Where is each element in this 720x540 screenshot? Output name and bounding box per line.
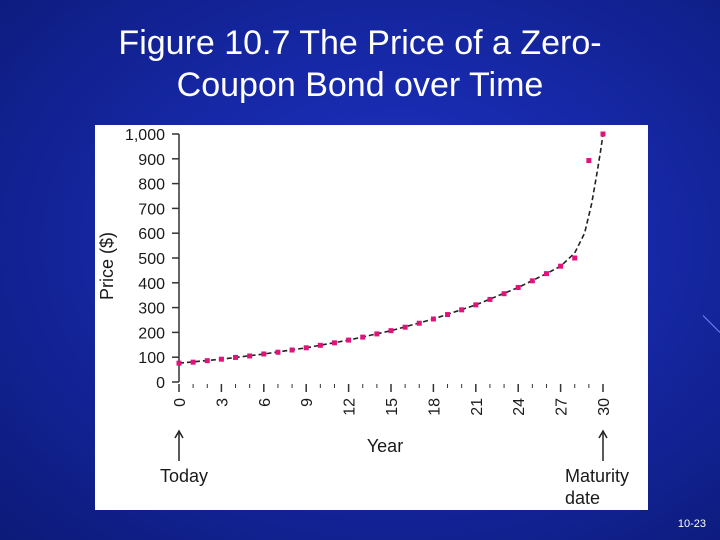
data-point	[402, 324, 408, 330]
slide-title-line-2: Coupon Bond over Time	[176, 66, 544, 104]
data-point	[487, 296, 493, 302]
data-point	[430, 316, 436, 322]
x-tick-label: 0	[172, 398, 189, 407]
maturity-label: Maturity	[565, 466, 629, 486]
y-tick-label: 300	[138, 301, 165, 318]
y-tick-label: 1,000	[125, 127, 165, 144]
data-point	[176, 360, 182, 366]
x-tick-label: 21	[469, 398, 486, 416]
data-point	[543, 271, 549, 277]
x-tick-label: 15	[384, 398, 401, 416]
data-point	[275, 349, 281, 355]
data-point	[204, 358, 210, 364]
data-point	[572, 255, 578, 261]
slide-number: 10-23	[677, 518, 706, 530]
today-label: Today	[160, 466, 208, 486]
x-tick-label: 27	[554, 398, 571, 416]
data-point	[261, 351, 267, 357]
data-point	[374, 331, 380, 337]
data-point	[529, 278, 535, 284]
y-tick-label: 400	[138, 276, 165, 293]
x-tick-label: 6	[257, 398, 274, 407]
y-tick-label: 600	[138, 226, 165, 243]
maturity-label-2: date	[565, 488, 600, 508]
data-point	[416, 320, 422, 326]
data-point	[218, 356, 224, 362]
data-point	[360, 334, 366, 340]
x-axis-title: Year	[367, 436, 403, 456]
today-arrow-head	[174, 429, 184, 439]
y-tick-label: 0	[156, 375, 165, 392]
y-axis-title: Price ($)	[97, 232, 117, 300]
data-point	[388, 328, 394, 334]
data-point	[317, 342, 323, 348]
x-tick-label: 3	[214, 398, 231, 407]
data-point	[303, 345, 309, 351]
x-tick-label: 12	[342, 398, 359, 416]
data-point	[445, 312, 451, 318]
y-tick-label: 200	[138, 325, 165, 342]
x-tick-label: 9	[299, 398, 316, 407]
data-point	[331, 340, 337, 346]
x-tick-label: 30	[596, 398, 613, 416]
data-point	[473, 302, 479, 308]
y-tick-label: 800	[138, 177, 165, 194]
data-point	[233, 354, 239, 360]
data-point	[247, 353, 253, 359]
data-point	[515, 285, 521, 291]
data-point	[459, 307, 465, 313]
data-point	[501, 291, 507, 297]
decorative-line	[702, 315, 720, 333]
x-tick-label: 18	[426, 398, 443, 416]
x-tick-label: 24	[511, 398, 528, 416]
slide-title-line-1: Figure 10.7 The Price of a Zero-	[118, 24, 602, 62]
chart-panel: 0 100 200 300 400 500 600 700 800 900 1,000 0 3 6 9 12 1…	[95, 125, 648, 510]
maturity-arrow-head	[598, 429, 608, 439]
slide-title: Figure 10.7 The Price of a Zero- Coupon …	[40, 22, 680, 106]
y-tick-label: 900	[138, 152, 165, 169]
data-point	[289, 347, 295, 353]
y-tick-label: 100	[138, 350, 165, 367]
data-point	[190, 359, 196, 365]
price-chart: 0 100 200 300 400 500 600 700 800 900 1,000 0 3 6 9 12 1…	[97, 127, 629, 508]
data-point	[586, 158, 592, 164]
y-tick-label: 500	[138, 251, 165, 268]
data-point	[600, 131, 606, 137]
y-tick-label: 700	[138, 201, 165, 218]
data-point	[558, 263, 564, 269]
data-point	[346, 337, 352, 343]
